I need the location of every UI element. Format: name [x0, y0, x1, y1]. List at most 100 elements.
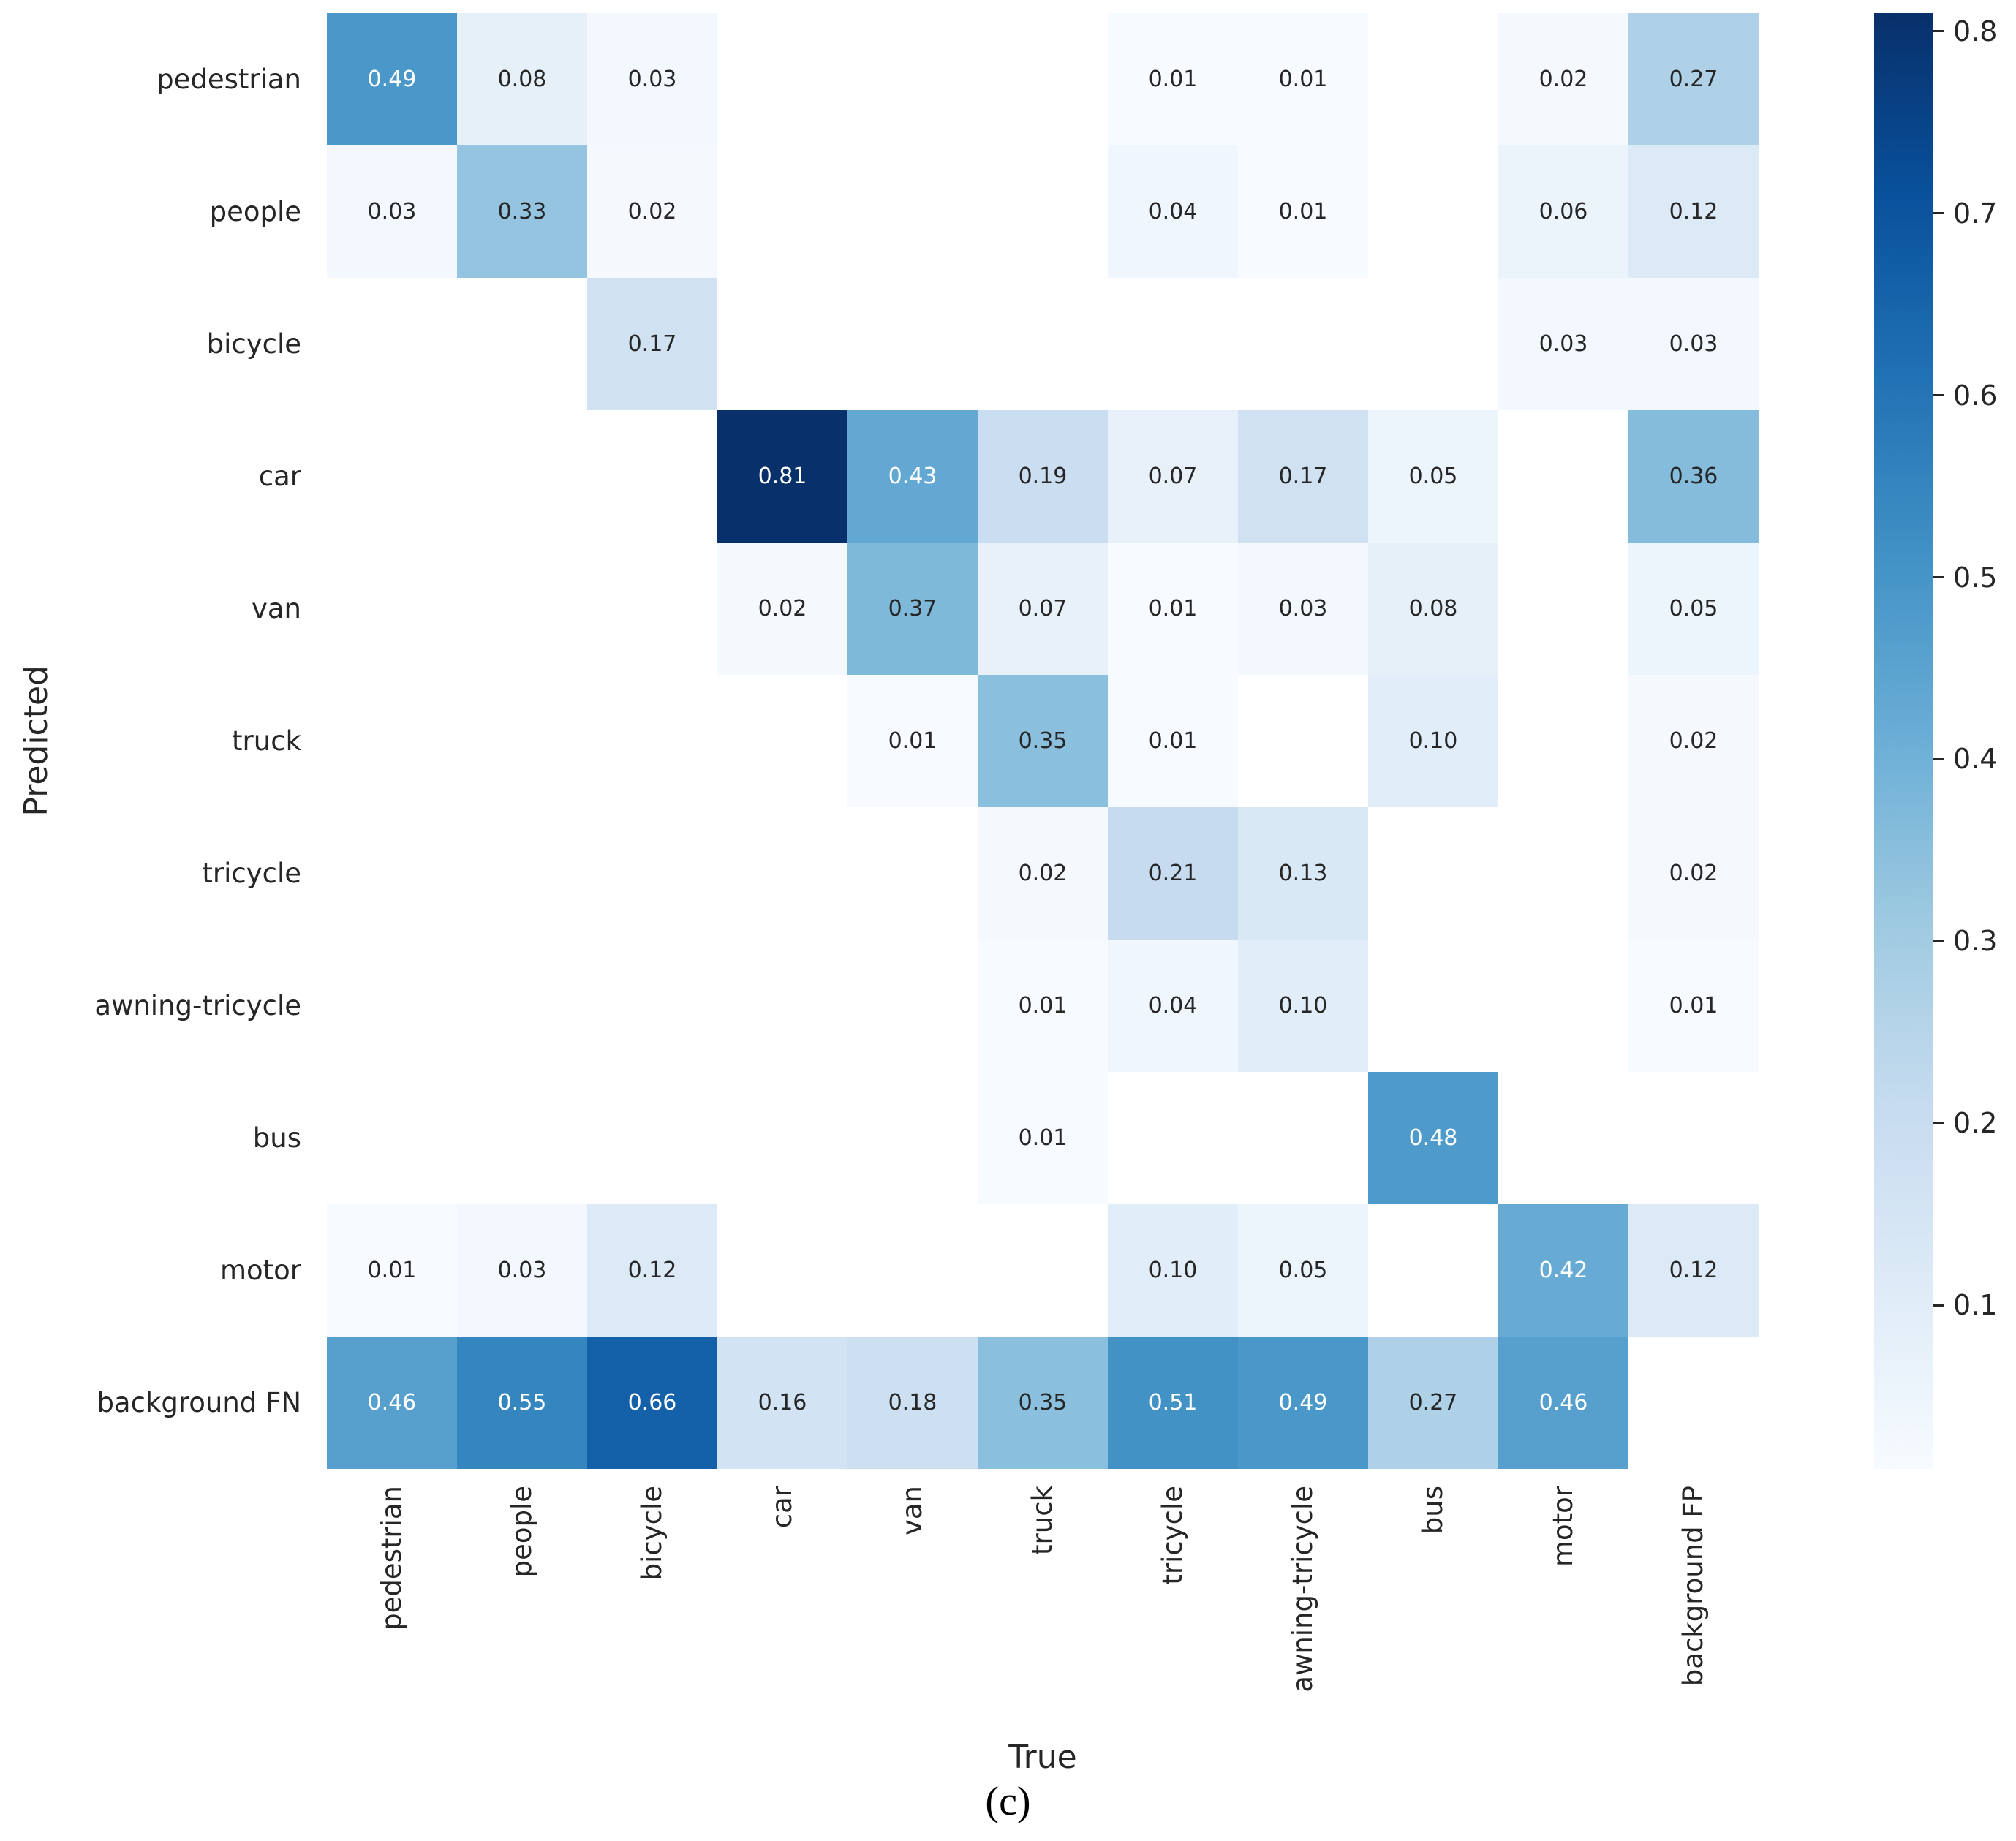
- heatmap-cell: [847, 807, 978, 940]
- heatmap-cell: [327, 807, 457, 940]
- heatmap-cell: 0.08: [457, 13, 587, 145]
- heatmap-cell: 0.01: [847, 675, 978, 807]
- heatmap-cell: [847, 1072, 978, 1204]
- y-tick-label: car: [258, 461, 301, 492]
- heatmap-cell: 0.03: [587, 13, 717, 145]
- heatmap-cell: 0.33: [457, 145, 587, 278]
- x-tick-label: motor: [1547, 1486, 1579, 1568]
- x-tick-label-wrap: background FP: [1628, 1486, 1759, 1734]
- heatmap-cell: [327, 1072, 457, 1204]
- heatmap-cell: [587, 543, 717, 675]
- heatmap-cell: 0.02: [1628, 675, 1759, 807]
- colorbar-tick-label: 0.3: [1953, 925, 1998, 958]
- heatmap-cell: 0.04: [1108, 145, 1238, 278]
- heatmap-cell: [457, 543, 587, 675]
- heatmap-cell: 0.13: [1238, 807, 1368, 940]
- x-tick-label-wrap: tricycle: [1108, 1486, 1238, 1734]
- heatmap-cell: 0.18: [847, 1337, 978, 1469]
- heatmap-cell: [1368, 145, 1498, 278]
- x-tick-label: bus: [1416, 1486, 1449, 1535]
- heatmap-cell: [1498, 940, 1628, 1072]
- colorbar-tick-label: 0.5: [1953, 561, 1998, 594]
- heatmap-cell: 0.35: [978, 1337, 1108, 1469]
- y-tick-label: van: [251, 593, 301, 624]
- heatmap-cell: 0.01: [978, 940, 1108, 1072]
- heatmap-cell: 0.06: [1498, 145, 1628, 278]
- y-tick-label: pedestrian: [156, 64, 301, 95]
- x-tick-label-wrap: car: [717, 1486, 847, 1734]
- heatmap-cell: [847, 13, 978, 145]
- heatmap-cell: 0.42: [1498, 1204, 1628, 1337]
- heatmap-cell: 0.05: [1628, 543, 1759, 675]
- heatmap-cell: [587, 807, 717, 940]
- heatmap-cell: 0.49: [327, 13, 457, 145]
- heatmap-cell: [587, 1072, 717, 1204]
- heatmap-cell: [717, 1204, 847, 1337]
- heatmap-grid: 0.49 0.08 0.03 0.01 0.01 0.02 0.27 0.03 0.33 0.02…: [327, 13, 1759, 1469]
- heatmap-cell: 0.07: [978, 543, 1108, 675]
- heatmap-cell: [978, 145, 1108, 278]
- heatmap-cell: [847, 278, 978, 410]
- heatmap-cell: 0.01: [1108, 543, 1238, 675]
- heatmap-cell: [717, 13, 847, 145]
- x-tick-label-wrap: bus: [1368, 1486, 1498, 1734]
- colorbar-tick: [1933, 1304, 1944, 1307]
- heatmap-cell: 0.81: [717, 410, 847, 543]
- colorbar-tick-label: 0.6: [1953, 379, 1998, 412]
- heatmap-cell: 0.03: [327, 145, 457, 278]
- heatmap-cell: 0.37: [847, 543, 978, 675]
- heatmap-cell: 0.49: [1238, 1337, 1368, 1469]
- y-tick-label: awning-tricycle: [94, 990, 301, 1021]
- x-tick-label-wrap: people: [457, 1486, 587, 1734]
- heatmap-cell: 0.55: [457, 1337, 587, 1469]
- heatmap-cell: [327, 543, 457, 675]
- x-tick-label-wrap: bicycle: [587, 1486, 717, 1734]
- heatmap-cell: 0.01: [327, 1204, 457, 1337]
- colorbar: 0.8 0.7 0.6 0.5 0.4 0.3 0.2 0.1: [1874, 13, 1997, 1469]
- heatmap-cell: 0.27: [1628, 13, 1759, 145]
- colorbar-tick-label: 0.2: [1953, 1107, 1998, 1140]
- y-tick-label: tricycle: [202, 858, 301, 889]
- heatmap-cell: 0.01: [1238, 13, 1368, 145]
- heatmap-cell: [457, 410, 587, 543]
- heatmap-cell: 0.12: [1628, 1204, 1759, 1337]
- heatmap-cell: [457, 807, 587, 940]
- heatmap-cell: [457, 1072, 587, 1204]
- colorbar-tick: [1933, 757, 1944, 760]
- heatmap-cell: [1238, 278, 1368, 410]
- heatmap-cell: 0.10: [1368, 675, 1498, 807]
- heatmap-cell: 0.10: [1238, 940, 1368, 1072]
- x-tick-label-wrap: motor: [1498, 1486, 1628, 1734]
- x-tick-label: bicycle: [635, 1486, 668, 1581]
- colorbar-tick-label: 0.8: [1953, 15, 1998, 48]
- heatmap-cell: [847, 145, 978, 278]
- x-axis-title: True: [1008, 1739, 1077, 1776]
- x-tick-label: truck: [1026, 1486, 1058, 1555]
- heatmap-cell: [1498, 675, 1628, 807]
- heatmap-cell: 0.04: [1108, 940, 1238, 1072]
- colorbar-tick: [1933, 576, 1944, 578]
- heatmap-cell: [978, 13, 1108, 145]
- heatmap-cell: 0.43: [847, 410, 978, 543]
- heatmap-cell: [1368, 940, 1498, 1072]
- heatmap-cell: [1368, 13, 1498, 145]
- colorbar-tick: [1933, 1122, 1944, 1124]
- y-tick-label: background FN: [97, 1387, 301, 1418]
- heatmap-cell: 0.51: [1108, 1337, 1238, 1469]
- heatmap-cell: 0.03: [1628, 278, 1759, 410]
- x-tick-label-wrap: truck: [978, 1486, 1108, 1734]
- heatmap-cell: [847, 1204, 978, 1337]
- heatmap-cell: [1238, 1072, 1368, 1204]
- heatmap-cell: 0.12: [1628, 145, 1759, 278]
- heatmap-cell: [457, 675, 587, 807]
- heatmap-cell: [457, 278, 587, 410]
- heatmap-cell: 0.02: [1628, 807, 1759, 940]
- heatmap-cell: 0.35: [978, 675, 1108, 807]
- heatmap-cell: 0.02: [1498, 13, 1628, 145]
- heatmap-cell: [587, 675, 717, 807]
- heatmap-cell: 0.16: [717, 1337, 847, 1469]
- heatmap-cell: [717, 278, 847, 410]
- colorbar-tick: [1933, 940, 1944, 942]
- heatmap-cell: [717, 807, 847, 940]
- colorbar-tick: [1933, 30, 1944, 33]
